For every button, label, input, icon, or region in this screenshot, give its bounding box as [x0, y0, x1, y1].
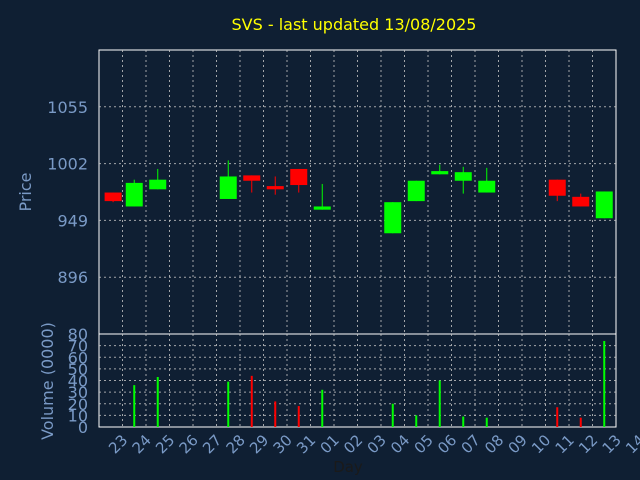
volume-bar	[274, 401, 277, 427]
x-axis-label: Day	[333, 458, 363, 476]
candle-body	[125, 182, 143, 207]
volume-bar	[250, 375, 253, 427]
candle-body	[104, 192, 122, 202]
candle-body	[243, 175, 261, 181]
price-y-tick-label: 949	[57, 211, 88, 230]
volume-bar	[462, 416, 465, 427]
volume-axis-label: Volume (0000)	[38, 322, 57, 440]
volume-bar	[321, 389, 324, 427]
price-panel: 1055 1002 949 896 Price	[16, 49, 617, 335]
candle-body	[572, 196, 590, 207]
price-axis-label: Price	[16, 172, 35, 211]
volume-bar	[391, 403, 394, 427]
candle-body	[149, 179, 167, 190]
candle-body	[431, 171, 449, 175]
volume-y-tick-label: 20	[68, 395, 88, 414]
volume-bar	[133, 385, 136, 427]
candle-body	[548, 179, 566, 196]
volume-y-tick-label: 30	[68, 383, 88, 402]
volume-bar	[438, 380, 441, 427]
volume-bars	[133, 340, 606, 427]
volume-bar	[556, 407, 559, 427]
price-y-tick-label: 896	[57, 268, 88, 287]
candle-body	[595, 191, 613, 219]
volume-bar	[227, 381, 230, 427]
volume-grid	[99, 334, 616, 427]
price-y-tick-label: 1002	[47, 155, 88, 174]
candle-body	[290, 168, 308, 186]
price-y-ticks: 1055 1002 949 896	[47, 98, 88, 287]
volume-y-tick-label: 80	[68, 325, 88, 344]
volume-bar	[415, 415, 418, 427]
volume-y-tick-label: 60	[68, 348, 88, 367]
volume-bar	[156, 377, 159, 427]
chart-title: SVS - last updated 13/08/2025	[232, 15, 477, 34]
volume-bar	[579, 417, 582, 427]
volume-y-tick-label: 50	[68, 360, 88, 379]
candle-body	[454, 172, 472, 181]
price-grid	[99, 50, 616, 334]
volume-bar	[297, 406, 300, 427]
candles	[104, 160, 613, 234]
candle-body	[313, 206, 331, 210]
volume-y-tick-label: 0	[78, 418, 88, 437]
candle-body	[384, 202, 402, 234]
candle-body	[219, 176, 237, 199]
price-y-tick-label: 1055	[47, 98, 88, 117]
candle-body	[266, 186, 284, 190]
volume-bar	[485, 417, 488, 427]
volume-y-tick-label: 70	[68, 337, 88, 356]
candle-body	[407, 180, 425, 202]
volume-bar	[603, 340, 606, 427]
volume-y-tick-label: 10	[68, 406, 88, 425]
candle-body	[478, 180, 496, 193]
volume-y-tick-label: 40	[68, 372, 88, 391]
